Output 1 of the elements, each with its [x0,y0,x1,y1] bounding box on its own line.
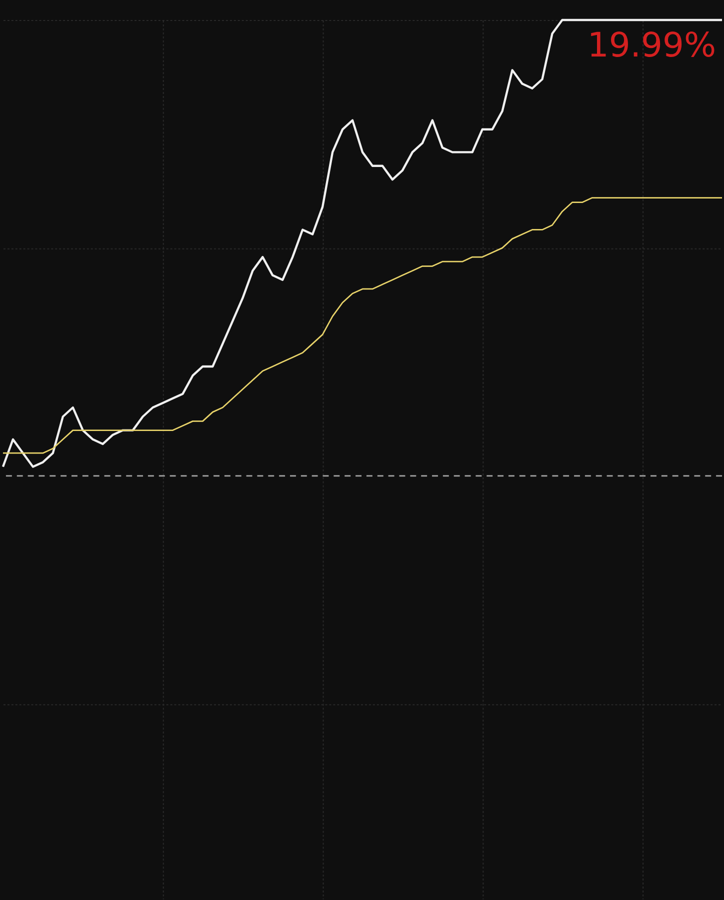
annotation: 19.99% [587,26,716,65]
